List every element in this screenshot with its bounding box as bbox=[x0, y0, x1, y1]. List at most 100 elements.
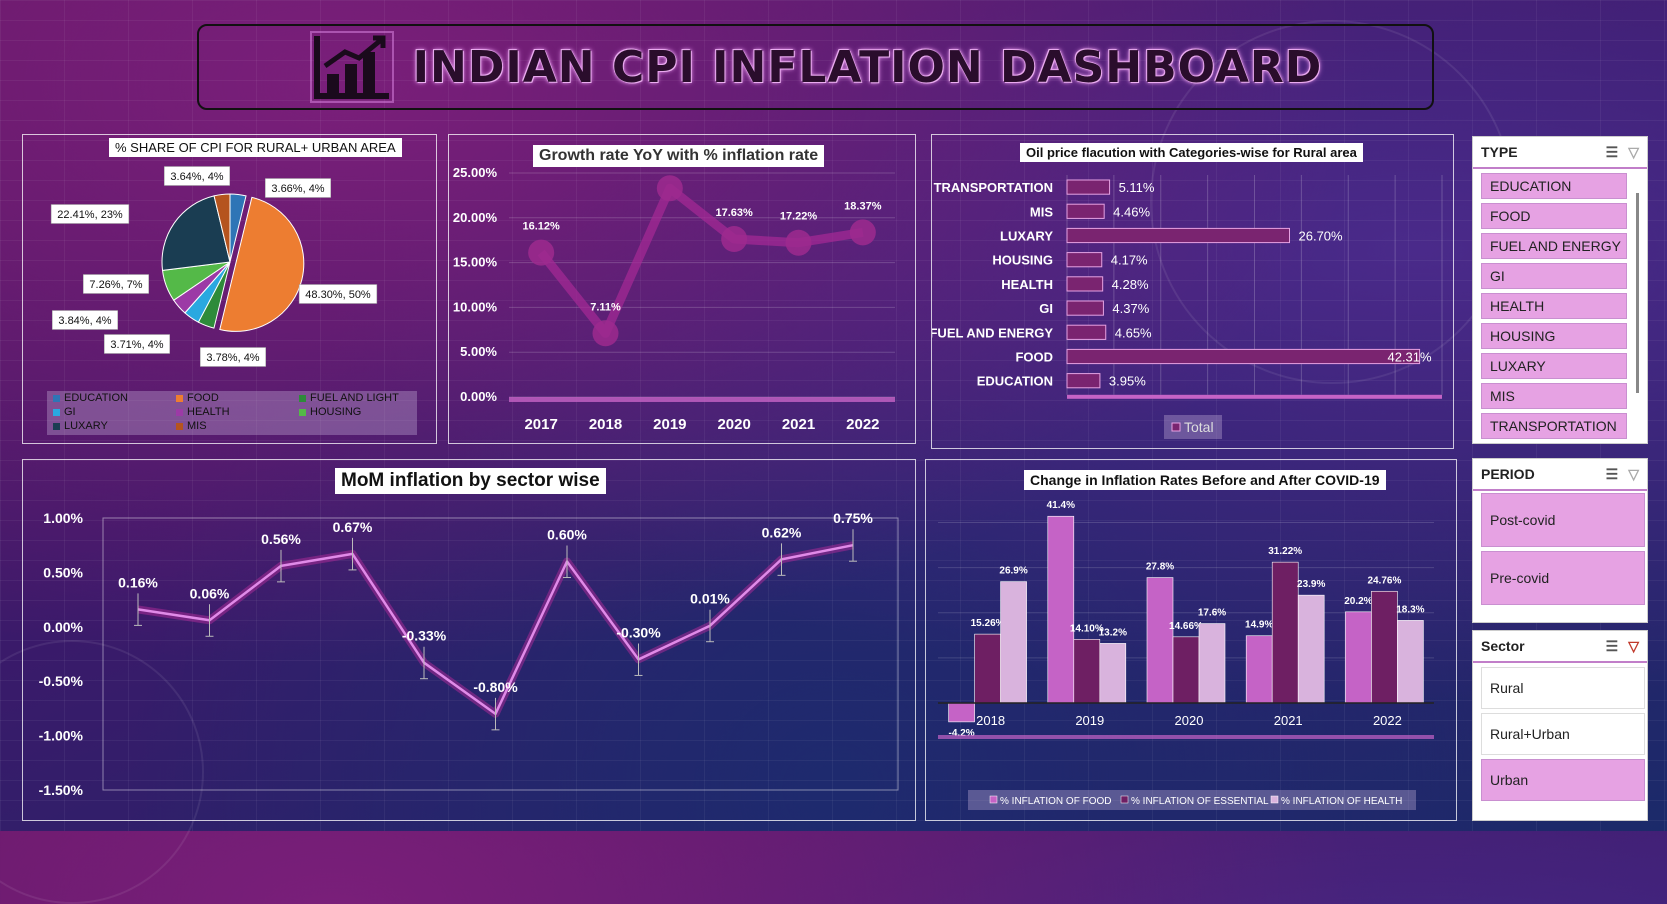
yoy-x-tick-label: 2020 bbox=[717, 416, 750, 433]
pie-legend-item: LUXARY bbox=[53, 420, 108, 432]
covid-data-label: 14.10% bbox=[1070, 623, 1104, 634]
covid-data-label: 41.4% bbox=[1047, 500, 1075, 511]
pie-data-label-box bbox=[298, 284, 378, 304]
covid-data-label: 14.9% bbox=[1245, 620, 1273, 631]
pie-data-label-group: 3.71%, 4% bbox=[104, 334, 170, 354]
yoy-data-label: 7.11% bbox=[590, 301, 621, 313]
mom-data-label: -0.80% bbox=[473, 679, 518, 695]
legend-swatch bbox=[53, 394, 60, 402]
covid-bar bbox=[1397, 620, 1424, 704]
type-slicer-title: TYPE bbox=[1481, 144, 1518, 160]
mom-data-label: 0.62% bbox=[762, 524, 802, 540]
legend-label: HOUSING bbox=[310, 406, 362, 418]
yoy-axis-floor bbox=[509, 397, 895, 402]
pie-legend-item: GI bbox=[53, 406, 76, 418]
yoy-y-tick-label: 10.00% bbox=[453, 299, 498, 314]
covid-data-label: -4.2% bbox=[949, 728, 975, 739]
yoy-y-tick-label: 25.00% bbox=[453, 165, 498, 180]
sector-slicer: Sector ☰ ▽ Rural Rural+Urban Urban bbox=[1472, 630, 1648, 821]
pie-data-label-group: 3.84%, 4% bbox=[52, 310, 118, 330]
covid-bar bbox=[1271, 561, 1299, 704]
multi-select-icon[interactable]: ☰ bbox=[1605, 637, 1619, 654]
oil-axis-floor bbox=[1067, 394, 1442, 399]
slicer-option-housing[interactable]: HOUSING bbox=[1481, 323, 1627, 349]
pie-legend-item: EDUCATION bbox=[53, 392, 128, 404]
mom-chart-panel: MoM inflation by sector wise 1.00% 0.50% 0… bbox=[22, 459, 916, 821]
clear-filter-icon[interactable]: ▽ bbox=[1628, 143, 1639, 160]
covid-data-label: 13.2% bbox=[1099, 627, 1127, 638]
pie-data-label: 3.66%, 4% bbox=[271, 183, 324, 195]
yoy-data-point bbox=[592, 320, 619, 347]
covid-x-tick-label: 2020 bbox=[1175, 713, 1204, 728]
yoy-y-tick-label: 20.00% bbox=[453, 210, 498, 225]
pie-slice-food bbox=[219, 196, 305, 332]
yoy-data-point bbox=[528, 239, 555, 266]
sector-slicer-title: Sector bbox=[1481, 638, 1525, 654]
slicer-option-post-covid[interactable]: Post-covid bbox=[1481, 493, 1645, 547]
yoy-x-tick-label: 2018 bbox=[589, 416, 622, 433]
covid-data-label: 14.66% bbox=[1169, 621, 1203, 632]
legend-swatch bbox=[299, 394, 306, 402]
slicer-option-luxary[interactable]: LUXARY bbox=[1481, 353, 1627, 379]
oil-category-label: FUEL AND ENERGY bbox=[932, 325, 1053, 340]
slicer-option-rural-urban[interactable]: Rural+Urban bbox=[1481, 713, 1645, 755]
period-slicer-title: PERIOD bbox=[1481, 466, 1535, 482]
clear-filter-icon[interactable]: ▽ bbox=[1628, 637, 1639, 654]
covid-legend-label: % INFLATION OF ESSENTIAL bbox=[1131, 796, 1269, 807]
pie-data-label-box bbox=[50, 204, 130, 224]
yoy-data-point bbox=[849, 219, 876, 246]
legend-label: FOOD bbox=[187, 392, 219, 404]
covid-bar bbox=[1297, 594, 1325, 704]
pie-chart-title: % SHARE OF CPI FOR RURAL+ URBAN AREA bbox=[109, 138, 402, 157]
clear-filter-icon[interactable]: ▽ bbox=[1628, 465, 1639, 482]
oil-category-label: TRANSPORTATION bbox=[934, 180, 1053, 195]
oil-bar bbox=[1066, 276, 1104, 292]
covid-legend-box bbox=[968, 790, 1416, 810]
yoy-y-tick-label: 0.00% bbox=[460, 389, 497, 404]
slicer-option-health[interactable]: HEALTH bbox=[1481, 293, 1627, 319]
pie-data-label-box bbox=[164, 166, 230, 186]
slicer-option-transportation[interactable]: TRANSPORTATION bbox=[1481, 413, 1627, 439]
oil-data-label: 4.46% bbox=[1113, 204, 1150, 219]
slicer-option-fuel-and-energy[interactable]: FUEL AND ENERGY bbox=[1481, 233, 1627, 259]
multi-select-icon[interactable]: ☰ bbox=[1605, 465, 1619, 482]
mom-data-label: 0.01% bbox=[690, 591, 730, 607]
slicer-option-mis[interactable]: MIS bbox=[1481, 383, 1627, 409]
pie-data-label-group: 48.30%, 50% bbox=[298, 284, 378, 304]
covid-legend-swatch bbox=[1270, 795, 1279, 804]
mom-y-tick-label: 0.50% bbox=[43, 564, 83, 580]
pie-data-label-box bbox=[104, 334, 170, 354]
covid-bar bbox=[1245, 635, 1273, 704]
slicer-scrollbar[interactable] bbox=[1636, 193, 1639, 393]
pie-data-label: 22.41%, 23% bbox=[57, 209, 123, 221]
mom-data-label: 0.06% bbox=[190, 585, 230, 601]
slicer-option-pre-covid[interactable]: Pre-covid bbox=[1481, 551, 1645, 605]
pie-data-label: 3.84%, 4% bbox=[58, 315, 111, 327]
pie-data-label: 3.78%, 4% bbox=[206, 352, 259, 364]
yoy-chart-panel: Growth rate YoY with % inflation rate 0.… bbox=[448, 134, 916, 444]
multi-select-icon[interactable]: ☰ bbox=[1605, 143, 1619, 160]
slicer-option-food[interactable]: FOOD bbox=[1481, 203, 1627, 229]
slicer-option-urban[interactable]: Urban bbox=[1481, 759, 1645, 801]
yoy-line-chart: 0.00% 5.00% 10.00% 15.00% 20.00% 25.00% 16.12%… bbox=[453, 165, 895, 433]
yoy-x-tick-label: 2019 bbox=[653, 416, 686, 433]
legend-label: EDUCATION bbox=[64, 392, 128, 404]
mom-plot-area bbox=[102, 517, 899, 791]
oil-data-label: 26.70% bbox=[1299, 229, 1344, 244]
slicer-option-education[interactable]: EDUCATION bbox=[1481, 173, 1627, 199]
pie-chart-panel: % SHARE OF CPI FOR RURAL+ URBAN AREA 3.6… bbox=[22, 134, 437, 444]
covid-chart-title: Change in Inflation Rates Before and Aft… bbox=[1024, 470, 1386, 490]
type-slicer-header: TYPE ☰ ▽ bbox=[1473, 137, 1647, 169]
legend-swatch bbox=[176, 422, 183, 430]
legend-label: GI bbox=[64, 406, 76, 418]
yoy-data-point bbox=[785, 229, 812, 256]
slicer-option-rural[interactable]: Rural bbox=[1481, 667, 1645, 709]
oil-data-label: 4.65% bbox=[1115, 325, 1152, 340]
covid-bar bbox=[1146, 577, 1174, 704]
oil-bar bbox=[1066, 348, 1421, 365]
pie-legend-item: HEALTH bbox=[176, 406, 230, 418]
yoy-data-label: 17.63% bbox=[716, 207, 754, 219]
covid-legend-swatch bbox=[989, 795, 998, 804]
slicer-option-gi[interactable]: GI bbox=[1481, 263, 1627, 289]
pie-data-label: 3.71%, 4% bbox=[110, 339, 163, 351]
